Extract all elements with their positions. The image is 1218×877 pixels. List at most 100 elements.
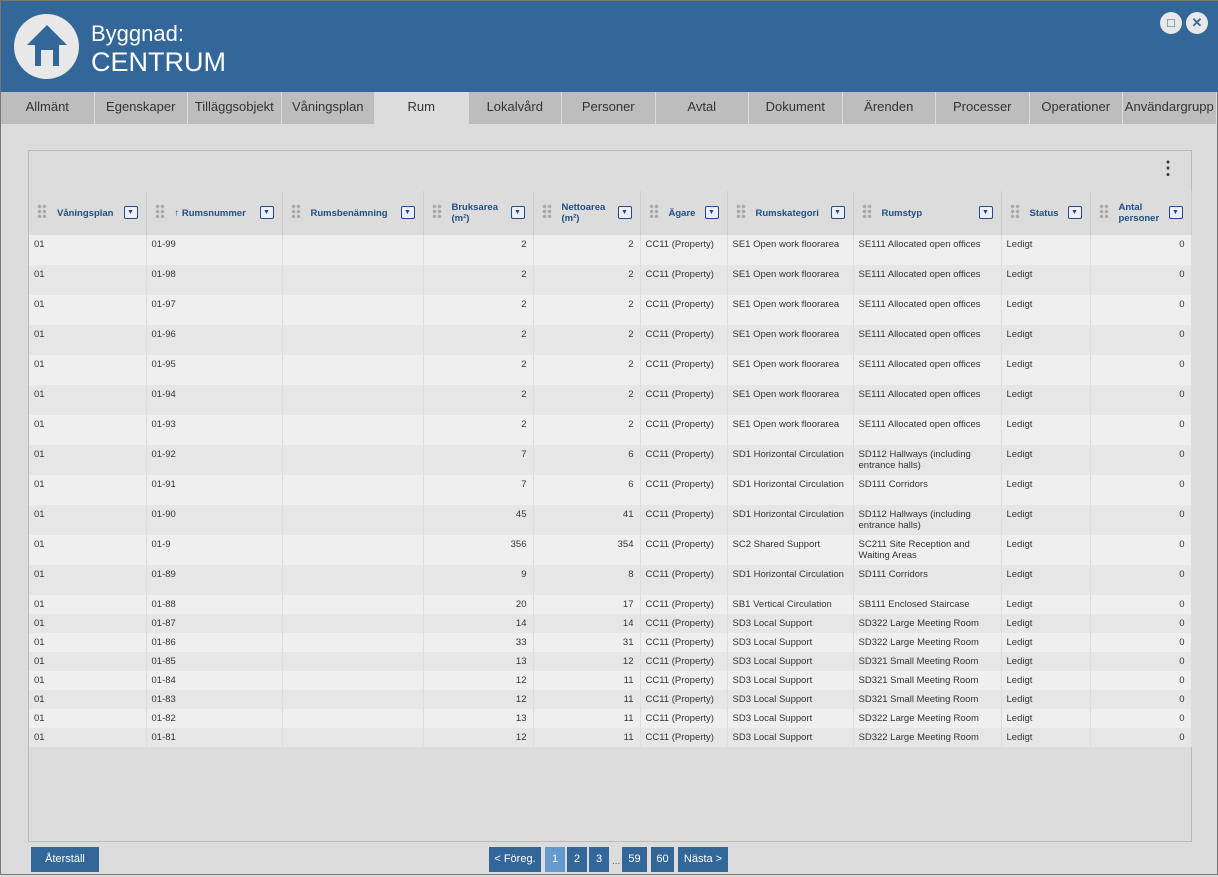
reset-button[interactable]: Återställ xyxy=(31,847,99,872)
table-cell: SD1 Horizontal Circulation xyxy=(727,475,854,505)
column-header[interactable]: Rumsbenämning ▼ xyxy=(282,191,424,235)
column-header[interactable]: ↑ Rumsnummer ▼ xyxy=(146,191,283,235)
column-header[interactable]: Rumstyp ▼ xyxy=(853,191,1002,235)
tab-egenskaper[interactable]: Egenskaper xyxy=(94,92,188,124)
filter-dropdown-icon[interactable]: ▼ xyxy=(510,206,525,219)
table-cell: Ledigt xyxy=(1001,652,1091,671)
table-cell: SE1 Open work floorarea xyxy=(727,415,854,445)
drag-handle-icon[interactable] xyxy=(1009,204,1020,218)
column-header[interactable]: Rumskategori ▼ xyxy=(727,191,854,235)
table-row[interactable]: 01 01-95 2 2 CC11 (Property) SE1 Open work fl… xyxy=(29,355,1192,385)
drag-handle-icon[interactable] xyxy=(431,204,442,218)
table-cell: CC11 (Property) xyxy=(640,633,728,652)
column-header[interactable]: Status ▼ xyxy=(1001,191,1091,235)
tab-operationer[interactable]: Operationer xyxy=(1029,92,1123,124)
table-row[interactable]: 01 01-87 14 14 CC11 (Property) SD3 Local Supp… xyxy=(29,614,1192,633)
table-row[interactable]: 01 01-81 12 11 CC11 (Property) SD3 Local Supp… xyxy=(29,728,1192,747)
page-button-59[interactable]: 59 xyxy=(622,847,647,872)
table-cell: 2 xyxy=(423,265,534,295)
tab-tilläggsobjekt[interactable]: Tilläggsobjekt xyxy=(188,92,282,124)
table-row[interactable]: 01 01-97 2 2 CC11 (Property) SE1 Open work fl… xyxy=(29,295,1192,325)
table-cell: Ledigt xyxy=(1001,415,1091,445)
page-button-1[interactable]: 1 xyxy=(545,847,565,872)
table-cell: 01 xyxy=(29,565,147,595)
table-cell: SD321 Small Meeting Room xyxy=(853,690,1002,709)
tab-dokument[interactable]: Dokument xyxy=(749,92,843,124)
filter-dropdown-icon[interactable]: ▼ xyxy=(704,206,719,219)
table-row[interactable]: 01 01-84 12 11 CC11 (Property) SD3 Local Supp… xyxy=(29,671,1192,690)
table-cell: SE111 Allocated open offices xyxy=(853,235,1002,265)
table-cell: SC2 Shared Support xyxy=(727,535,854,565)
prev-page-button[interactable]: < Föreg. xyxy=(489,847,541,872)
drag-handle-icon[interactable] xyxy=(861,204,872,218)
table-row[interactable]: 01 01-98 2 2 CC11 (Property) SE1 Open work fl… xyxy=(29,265,1192,295)
table-row[interactable]: 01 01-99 2 2 CC11 (Property) SE1 Open work fl… xyxy=(29,235,1192,265)
table-cell: 45 xyxy=(423,505,534,535)
column-header[interactable]: Våningsplan ▼ xyxy=(29,191,147,235)
drag-handle-icon[interactable] xyxy=(541,204,552,218)
table-row[interactable]: 01 01-85 13 12 CC11 (Property) SD3 Local Supp… xyxy=(29,652,1192,671)
table-row[interactable]: 01 01-86 33 31 CC11 (Property) SD3 Local Supp… xyxy=(29,633,1192,652)
table-row[interactable]: 01 01-92 7 6 CC11 (Property) SD1 Horizontal C… xyxy=(29,445,1192,475)
table-row[interactable]: 01 01-94 2 2 CC11 (Property) SE1 Open work fl… xyxy=(29,385,1192,415)
table-cell: SD112 Hallways (including entrance halls… xyxy=(853,445,1002,475)
drag-handle-icon[interactable] xyxy=(154,204,165,218)
page-button-3[interactable]: 3 xyxy=(589,847,609,872)
filter-dropdown-icon[interactable]: ▼ xyxy=(123,206,138,219)
table-row[interactable]: 01 01-9 356 354 CC11 (Property) SC2 Shared Su… xyxy=(29,535,1192,565)
column-header[interactable]: Bruksarea (m²) ▼ xyxy=(423,191,534,235)
tab-lokalvård[interactable]: Lokalvård xyxy=(468,92,562,124)
table-cell: Ledigt xyxy=(1001,565,1091,595)
filter-dropdown-icon[interactable]: ▼ xyxy=(830,206,845,219)
table-row[interactable]: 01 01-93 2 2 CC11 (Property) SE1 Open work fl… xyxy=(29,415,1192,445)
table-cell: 2 xyxy=(423,235,534,265)
page-button-60[interactable]: 60 xyxy=(651,847,674,872)
tab-rum[interactable]: Rum xyxy=(375,92,469,124)
drag-handle-icon[interactable] xyxy=(37,204,47,218)
next-page-button[interactable]: Nästa > xyxy=(678,847,728,872)
drag-handle-icon[interactable] xyxy=(648,204,659,218)
filter-dropdown-icon[interactable]: ▼ xyxy=(1067,206,1082,219)
table-cell xyxy=(282,595,424,614)
filter-dropdown-icon[interactable]: ▼ xyxy=(978,206,993,219)
table-row[interactable]: 01 01-83 12 11 CC11 (Property) SD3 Local Supp… xyxy=(29,690,1192,709)
maximize-button[interactable]: □ xyxy=(1160,12,1182,34)
page-button-2[interactable]: 2 xyxy=(567,847,587,872)
table-row[interactable]: 01 01-90 45 41 CC11 (Property) SD1 Horizontal… xyxy=(29,505,1192,535)
table-row[interactable]: 01 01-96 2 2 CC11 (Property) SE1 Open work fl… xyxy=(29,325,1192,355)
table-cell: 01-85 xyxy=(146,652,283,671)
column-header[interactable]: Antal personer ▼ xyxy=(1090,191,1192,235)
tab-avtal[interactable]: Avtal xyxy=(655,92,749,124)
drag-handle-icon[interactable] xyxy=(735,204,746,218)
column-header[interactable]: Nettoarea (m²) ▼ xyxy=(533,191,641,235)
filter-dropdown-icon[interactable]: ▼ xyxy=(400,206,415,219)
tab-ärenden[interactable]: Ärenden xyxy=(842,92,936,124)
tab-användargrupp[interactable]: Användargrupp xyxy=(1123,92,1217,124)
table-cell xyxy=(282,385,424,415)
table-cell: 11 xyxy=(533,728,641,747)
table-cell: 01-9 xyxy=(146,535,283,565)
table-row[interactable]: 01 01-88 20 17 CC11 (Property) SB1 Vertical C… xyxy=(29,595,1192,614)
filter-dropdown-icon[interactable]: ▼ xyxy=(259,206,274,219)
tab-personer[interactable]: Personer xyxy=(562,92,656,124)
table-cell: 0 xyxy=(1090,475,1192,505)
column-header[interactable]: Ägare ▼ xyxy=(640,191,728,235)
tab-processer[interactable]: Processer xyxy=(936,92,1030,124)
close-button[interactable]: ✕ xyxy=(1186,12,1208,34)
column-label: Status xyxy=(1029,207,1059,219)
tab-allmänt[interactable]: Allmänt xyxy=(1,92,95,124)
tab-våningsplan[interactable]: Våningsplan xyxy=(281,92,375,124)
table-cell: 01 xyxy=(29,709,147,728)
app-header: Byggnad: CENTRUM □ ✕ xyxy=(1,1,1218,92)
table-row[interactable]: 01 01-91 7 6 CC11 (Property) SD1 Horizontal C… xyxy=(29,475,1192,505)
drag-handle-icon[interactable] xyxy=(290,204,301,218)
filter-dropdown-icon[interactable]: ▼ xyxy=(617,206,632,219)
table-row[interactable]: 01 01-82 13 11 CC11 (Property) SD3 Local Supp… xyxy=(29,709,1192,728)
drag-handle-icon[interactable] xyxy=(1098,204,1109,218)
table-cell: SE1 Open work floorarea xyxy=(727,295,854,325)
table-row[interactable]: 01 01-89 9 8 CC11 (Property) SD1 Horizontal C… xyxy=(29,565,1192,595)
more-menu-icon[interactable]: ⋮ xyxy=(1159,158,1177,178)
table-cell: SB111 Enclosed Staircase xyxy=(853,595,1002,614)
filter-dropdown-icon[interactable]: ▼ xyxy=(1168,206,1183,219)
table-cell: 01 xyxy=(29,475,147,505)
